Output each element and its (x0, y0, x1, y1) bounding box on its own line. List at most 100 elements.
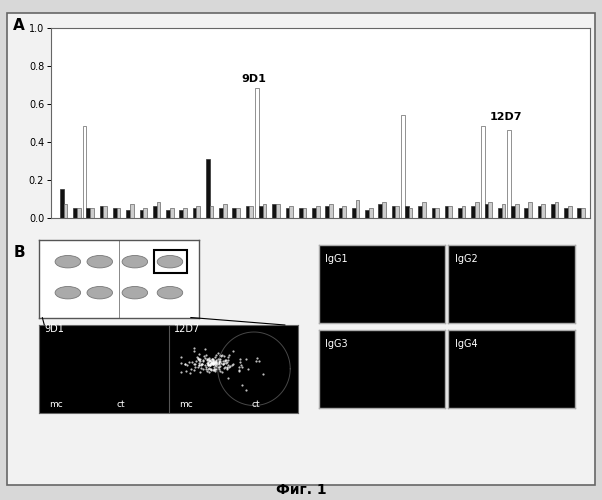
Point (227, 361, 237, 369)
Point (208, 358, 217, 366)
Bar (303, 208, 306, 218)
Bar (262, 204, 267, 218)
Point (223, 354, 232, 362)
Bar (462, 206, 465, 218)
Point (196, 360, 205, 368)
Point (188, 344, 198, 351)
Bar (577, 208, 581, 218)
Bar (196, 206, 200, 218)
Point (201, 351, 211, 359)
Text: 12D7: 12D7 (174, 324, 200, 334)
Point (208, 360, 218, 368)
Point (209, 359, 219, 367)
Point (199, 352, 208, 360)
Text: IgG3: IgG3 (326, 340, 348, 349)
Point (192, 353, 202, 361)
Text: ct: ct (117, 400, 125, 409)
Circle shape (55, 256, 81, 268)
Point (223, 362, 233, 370)
Point (204, 357, 214, 365)
Point (234, 366, 243, 374)
Point (241, 355, 250, 363)
Bar (259, 206, 262, 218)
Point (206, 360, 216, 368)
Point (202, 364, 211, 372)
Point (214, 360, 224, 368)
Point (218, 360, 228, 368)
Point (208, 360, 217, 368)
Bar (206, 158, 209, 218)
Bar (338, 208, 343, 218)
Point (200, 345, 209, 353)
Point (190, 360, 199, 368)
Circle shape (55, 286, 81, 299)
Text: IgG1: IgG1 (326, 254, 348, 264)
Bar (369, 208, 373, 218)
Bar (87, 208, 90, 218)
Bar (356, 200, 359, 218)
Point (219, 364, 229, 372)
Point (214, 363, 223, 371)
Point (228, 360, 238, 368)
Point (219, 352, 228, 360)
Point (243, 365, 252, 373)
Point (213, 359, 222, 367)
Point (214, 358, 224, 366)
Bar (82, 126, 87, 218)
Bar (402, 115, 405, 218)
Point (203, 360, 213, 368)
Point (214, 354, 223, 362)
Point (216, 352, 225, 360)
Point (198, 365, 208, 373)
Point (195, 358, 205, 366)
Point (211, 360, 220, 368)
Point (205, 368, 214, 376)
Bar (422, 202, 426, 218)
Bar (312, 208, 316, 218)
Point (208, 355, 217, 363)
Point (208, 360, 218, 368)
Point (208, 360, 217, 368)
Point (202, 356, 212, 364)
Point (213, 349, 223, 357)
Point (205, 360, 215, 368)
Bar (511, 206, 515, 218)
Point (187, 358, 197, 366)
Bar (329, 204, 333, 218)
Point (252, 356, 261, 364)
Point (217, 352, 226, 360)
Point (237, 364, 247, 372)
Circle shape (122, 286, 147, 299)
Point (182, 360, 192, 368)
Point (235, 358, 244, 366)
Point (194, 356, 204, 364)
Point (219, 356, 228, 364)
Point (225, 362, 235, 370)
Bar (249, 206, 253, 218)
Bar (541, 204, 545, 218)
Point (208, 366, 218, 374)
Point (208, 360, 218, 368)
Bar (276, 204, 280, 218)
Bar (568, 206, 572, 218)
Bar (60, 189, 64, 218)
Bar (236, 208, 240, 218)
Point (202, 368, 212, 376)
Point (207, 359, 217, 367)
Point (203, 356, 213, 364)
Bar (126, 210, 130, 218)
Bar (154, 250, 187, 274)
Point (206, 357, 216, 365)
Bar (117, 208, 120, 218)
Point (252, 354, 262, 362)
Point (222, 362, 232, 370)
Point (214, 363, 224, 371)
Point (211, 362, 220, 370)
Bar (564, 208, 568, 218)
Point (211, 359, 221, 367)
Circle shape (157, 286, 183, 299)
Point (194, 364, 203, 372)
Bar (551, 204, 554, 218)
Point (208, 357, 218, 365)
Bar (64, 204, 67, 218)
